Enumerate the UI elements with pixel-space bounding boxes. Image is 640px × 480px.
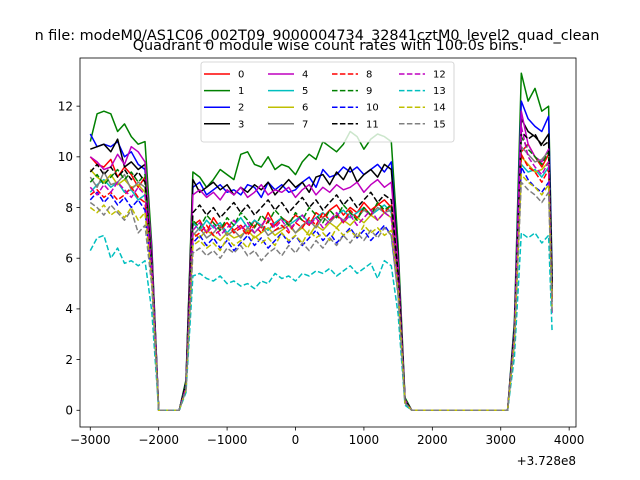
x-tick-label: −1000	[207, 433, 248, 447]
legend-label-13: 13	[433, 86, 446, 97]
series-line-15	[89, 181, 553, 412]
legend-label-0: 0	[238, 70, 244, 81]
legend-label-1: 1	[238, 86, 244, 97]
y-tick-label: 8	[65, 201, 73, 215]
legend-label-11: 11	[366, 119, 379, 130]
legend-label-7: 7	[302, 119, 308, 130]
series-line-14	[89, 173, 553, 412]
y-tick-label: 12	[58, 99, 73, 113]
legend-label-14: 14	[433, 103, 446, 114]
y-axis: 0 2 4 6 8 10 12	[58, 99, 80, 418]
legend-label-6: 6	[302, 103, 308, 114]
series-layer	[89, 72, 553, 412]
y-tick-label: 2	[65, 353, 73, 367]
plot-area: −3000 −2000 −1000 0 1000 2000 3000 4000 0246810…	[58, 57, 584, 468]
x-tick-label: 3000	[485, 433, 516, 447]
axes-frame	[79, 57, 577, 428]
x-tick-label: 4000	[554, 433, 585, 447]
x-tick-label: −2000	[138, 433, 179, 447]
x-axis: −3000 −2000 −1000 0 1000 2000 3000 4000	[70, 427, 584, 447]
x-tick-label: 0	[292, 433, 300, 447]
y-tick-label: 10	[58, 150, 73, 164]
x-tick-label: −3000	[70, 433, 111, 447]
y-tick-label: 6	[65, 252, 73, 266]
legend-label-10: 10	[366, 103, 379, 114]
legend-frame	[200, 61, 455, 143]
legend-label-15: 15	[433, 119, 446, 130]
legend-label-4: 4	[302, 70, 308, 81]
legend-label-5: 5	[302, 86, 308, 97]
chart-title: Quadrant 0 module wise count rates with …	[133, 38, 524, 54]
legend-label-9: 9	[366, 86, 372, 97]
legend-label-8: 8	[366, 70, 372, 81]
legend-label-12: 12	[433, 70, 446, 81]
y-tick-label: 4	[65, 302, 73, 316]
x-axis-offset-label: +3.728e8	[517, 454, 576, 468]
figure-suptitle: n file: modeM0/AS1C06_002T09_9000004734_…	[35, 28, 600, 44]
legend-label-3: 3	[238, 119, 244, 130]
x-tick-label: 1000	[349, 433, 380, 447]
x-tick-label: 2000	[417, 433, 448, 447]
legend-label-2: 2	[238, 103, 244, 114]
y-tick-label: 0	[65, 404, 73, 418]
